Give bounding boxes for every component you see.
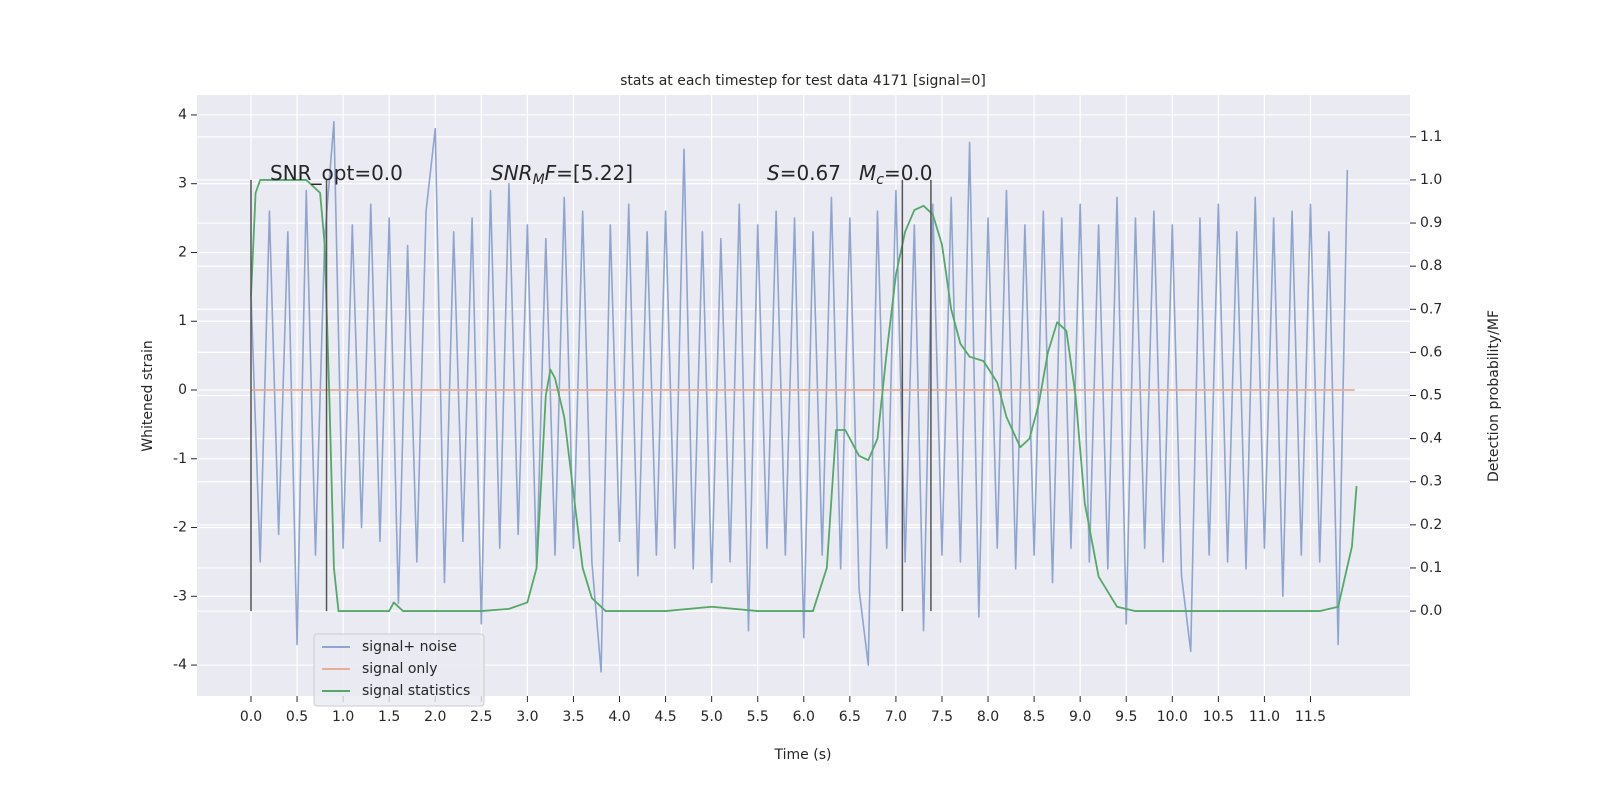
x-tick-label: 2.5 xyxy=(470,709,492,725)
annotation-part: =0.67 xyxy=(780,161,841,185)
x-tick-label: 5.0 xyxy=(701,709,723,725)
x-tick-label: 0.5 xyxy=(286,709,308,725)
annotation: Mc=0.0 xyxy=(859,161,933,188)
x-tick-label: 5.5 xyxy=(747,709,769,725)
x-tick-label: 0.0 xyxy=(240,709,262,725)
x-tick-label: 7.5 xyxy=(931,709,953,725)
annotation-part: =[5.22] xyxy=(556,161,633,185)
legend-label: signal only xyxy=(362,661,437,677)
x-tick-label: 6.5 xyxy=(839,709,861,725)
x-tick-label: 4.0 xyxy=(608,709,630,725)
series-line xyxy=(250,121,1349,673)
y-tick-label: 0 xyxy=(178,382,187,398)
y-tick-label: -1 xyxy=(173,451,187,467)
x-tick-label: 3.5 xyxy=(562,709,584,725)
y2-tick-label: 0.2 xyxy=(1420,517,1442,533)
y2-tick-label: 0.7 xyxy=(1420,301,1442,317)
annotation: SNR_opt=0.0 xyxy=(270,161,403,185)
annotation-part: SNR xyxy=(491,161,533,185)
annotation-part: F xyxy=(545,161,557,185)
x-tick-label: 1.5 xyxy=(378,709,400,725)
x-axis-label: Time (s) xyxy=(774,747,832,763)
legend-label: signal statistics xyxy=(362,683,470,699)
y2-tick-label: 1.0 xyxy=(1420,172,1442,188)
x-tick-label: 9.5 xyxy=(1115,709,1137,725)
y-tick-label: 4 xyxy=(178,107,187,123)
x-tick-label: 8.5 xyxy=(1023,709,1045,725)
y2-tick-label: 0.4 xyxy=(1420,431,1442,447)
y2-tick-label: 0.9 xyxy=(1420,215,1442,231)
y2-tick-label: 0.8 xyxy=(1420,258,1442,274)
x-tick-label: 9.0 xyxy=(1069,709,1091,725)
y-tick-label: -4 xyxy=(173,657,187,673)
annotation: SNRMF=[5.22] xyxy=(491,161,633,188)
x-tick-label: 10.0 xyxy=(1157,709,1188,725)
x-tick-label: 8.0 xyxy=(977,709,999,725)
x-tick-label: 2.0 xyxy=(424,709,446,725)
chart-title: stats at each timestep for test data 417… xyxy=(620,73,986,89)
legend-box xyxy=(313,633,485,707)
x-tick-label: 6.0 xyxy=(793,709,815,725)
x-tick-label: 1.0 xyxy=(332,709,354,725)
annotation: S=0.67 xyxy=(767,161,841,185)
legend-label: signal+ noise xyxy=(362,639,457,655)
y-tick-label: 1 xyxy=(178,313,187,329)
annotation-part: S xyxy=(767,161,780,185)
x-tick-label: 4.5 xyxy=(654,709,676,725)
x-tick-label: 11.5 xyxy=(1295,709,1326,725)
y2-axis-label: Detection probability/MF xyxy=(1486,310,1502,482)
x-tick-label: 7.0 xyxy=(885,709,907,725)
y-axis-label: Whitened strain xyxy=(140,340,156,451)
x-tick-label: 10.5 xyxy=(1203,709,1234,725)
series-line xyxy=(250,179,1358,612)
y-tick-label: -3 xyxy=(173,588,187,604)
annotation-part: SNR_opt=0.0 xyxy=(270,161,403,185)
y-tick-label: 3 xyxy=(178,176,187,192)
annotation-part: M xyxy=(533,172,545,188)
x-tick-label: 11.0 xyxy=(1249,709,1280,725)
annotation-part: c xyxy=(876,172,884,188)
y2-tick-label: 1.1 xyxy=(1420,129,1442,145)
x-tick-label: 3.0 xyxy=(516,709,538,725)
y2-tick-label: 0.5 xyxy=(1420,388,1442,404)
annotation-part: =0.0 xyxy=(884,161,933,185)
y-tick-label: -2 xyxy=(173,520,187,536)
y2-tick-label: 0.1 xyxy=(1420,560,1442,576)
y2-tick-label: 0.3 xyxy=(1420,474,1442,490)
y2-tick-label: 0.0 xyxy=(1420,603,1442,619)
annotation-part: M xyxy=(859,161,876,185)
y-tick-label: 2 xyxy=(178,244,187,260)
y2-tick-label: 0.6 xyxy=(1420,344,1442,360)
